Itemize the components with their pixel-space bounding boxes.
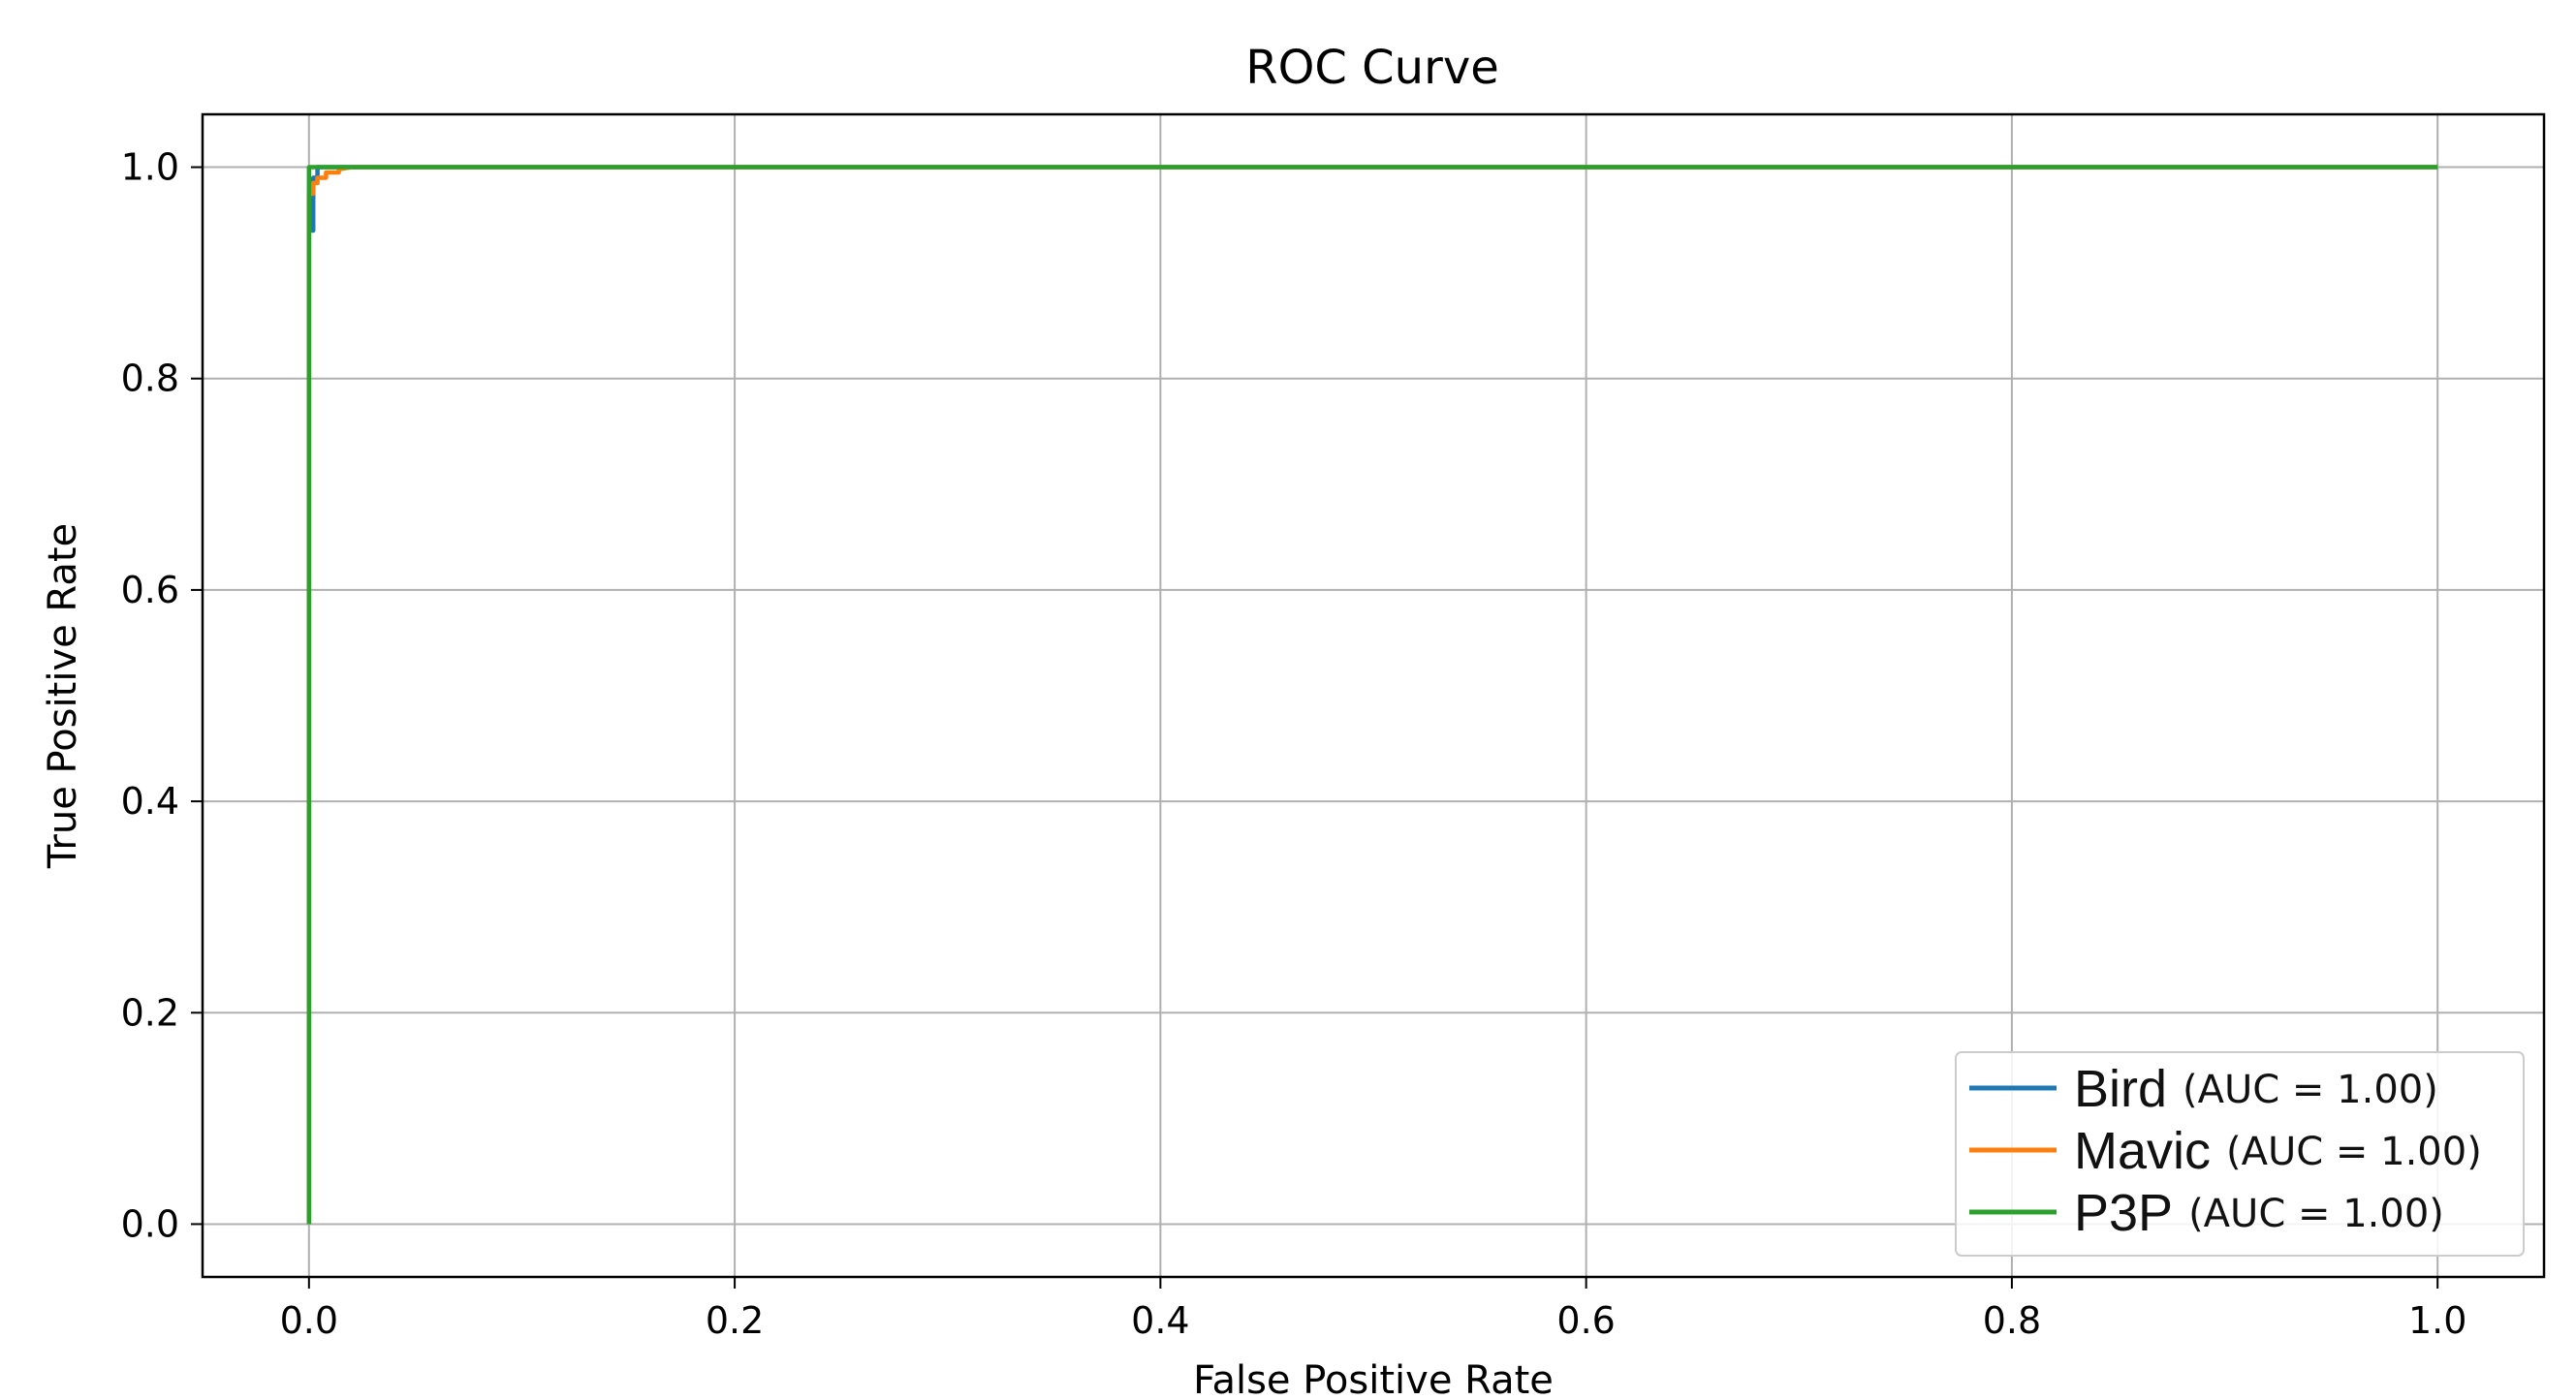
- chart-title: ROC Curve: [1245, 41, 1499, 95]
- x-axis-ticks: 0.0 0.2 0.4 0.6 0.8 1.0: [280, 1277, 2466, 1342]
- legend: Bird (AUC = 1.00) Mavic (AUC = 1.00) P3P (AUC…: [1955, 1051, 2525, 1257]
- legend-label-bird: Bird: [2074, 1060, 2167, 1118]
- x-tick-label: 1.0: [2408, 1299, 2466, 1342]
- plot-frame: [201, 112, 2546, 1279]
- y-tick-label: 0.0: [121, 1202, 179, 1245]
- legend-label-mavic: Mavic: [2074, 1122, 2211, 1180]
- roc-line-p3p: [306, 165, 2438, 1225]
- y-axis-ticks: 0.0 0.2 0.4 0.6 0.8 1.0: [121, 146, 203, 1245]
- x-tick-label: 0.0: [280, 1299, 338, 1342]
- y-tick-label: 0.6: [121, 569, 179, 611]
- legend-auc-mavic: (AUC = 1.00): [2226, 1130, 2482, 1174]
- y-tick-label: 0.4: [121, 780, 179, 823]
- legend-auc-p3p: (AUC = 1.00): [2188, 1192, 2444, 1236]
- y-tick-label: 1.0: [121, 146, 179, 189]
- y-axis-label: True Positive Rate: [41, 523, 85, 869]
- legend-label-p3p: P3P: [2074, 1184, 2173, 1242]
- legend-auc-bird: (AUC = 1.00): [2183, 1068, 2438, 1112]
- x-tick-label: 0.4: [1131, 1299, 1189, 1342]
- series-lines: [306, 165, 2438, 1225]
- legend-box: [1955, 1051, 2525, 1257]
- x-tick-label: 0.2: [706, 1299, 764, 1342]
- x-axis-label: False Positive Rate: [1193, 1358, 1554, 1400]
- y-tick-label: 0.8: [121, 358, 179, 400]
- y-tick-label: 0.2: [121, 991, 179, 1034]
- x-tick-label: 0.8: [1983, 1299, 2041, 1342]
- x-tick-label: 0.6: [1556, 1299, 1615, 1342]
